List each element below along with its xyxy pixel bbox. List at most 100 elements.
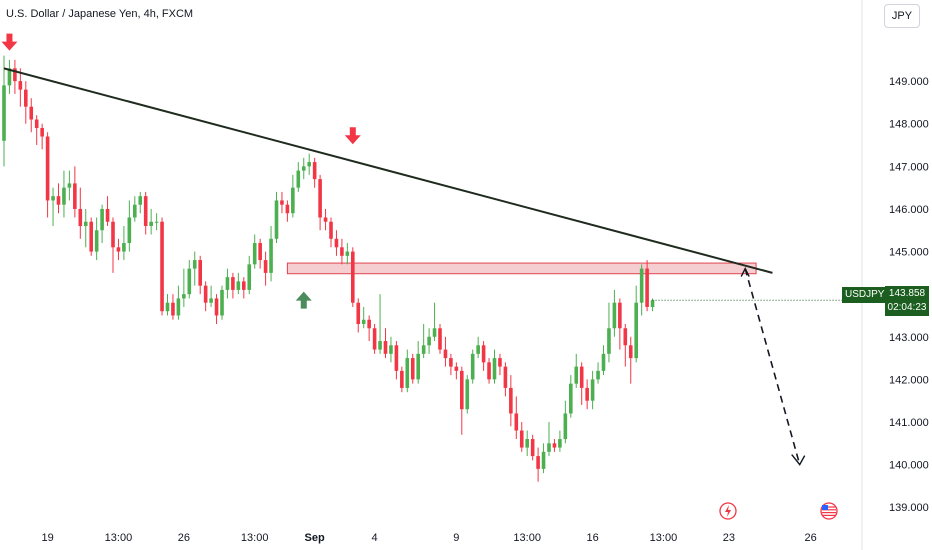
candle-body — [2, 85, 6, 141]
candle-body — [225, 277, 230, 290]
candles — [2, 55, 655, 482]
candle-body — [236, 281, 241, 290]
candle-body — [579, 366, 584, 388]
candle-body — [367, 319, 371, 329]
candle-body — [558, 439, 562, 448]
candle-body — [394, 345, 399, 371]
candle-body — [334, 238, 339, 248]
y-tick-label: 139.000 — [889, 502, 929, 514]
candle-body — [263, 260, 268, 273]
projection-start-arrowhead — [740, 267, 750, 277]
candle-body — [449, 358, 453, 367]
candle-body — [187, 268, 192, 295]
candle-body — [274, 200, 279, 239]
candle-body — [340, 247, 344, 256]
up-arrow-marker — [295, 291, 312, 309]
x-tick-label: 13:00 — [241, 532, 269, 544]
candle-body — [56, 196, 61, 205]
chart-title: U.S. Dollar / Japanese Yen, 4h, FXCM — [6, 8, 193, 20]
candle-body — [530, 439, 535, 457]
candle-body — [645, 268, 649, 307]
candle-body — [574, 366, 579, 384]
down-arrow-marker — [344, 127, 361, 145]
candle-body — [29, 106, 34, 120]
candle-body — [13, 68, 17, 82]
currency-button[interactable]: JPY — [884, 4, 920, 28]
candle-body — [612, 302, 617, 329]
candle-body — [67, 183, 72, 188]
y-tick-label: 148.000 — [889, 119, 929, 131]
x-tick-label: 16 — [586, 532, 598, 544]
candle-body — [203, 285, 208, 303]
x-tick-label: 13:00 — [105, 532, 133, 544]
candle-body — [536, 456, 540, 469]
bar-countdown: 02:04:23 — [887, 302, 927, 313]
candle-body — [470, 353, 475, 380]
candle-body — [323, 217, 328, 222]
candle-body — [601, 353, 606, 371]
candle-body — [176, 298, 181, 316]
x-tick-label: 26 — [178, 532, 190, 544]
candle-body — [269, 238, 273, 273]
candle-body — [34, 119, 39, 128]
candle-body — [143, 196, 148, 226]
candle-body — [280, 200, 284, 205]
candle-body — [432, 328, 437, 337]
candle-body — [389, 345, 393, 354]
candle-body — [356, 302, 361, 324]
candle-body — [623, 328, 628, 346]
candle-body — [122, 243, 126, 252]
candle-body — [460, 370, 464, 410]
candle-body — [634, 302, 638, 359]
candle-body — [405, 358, 410, 388]
candle-body — [105, 208, 110, 222]
candle-body — [400, 370, 404, 388]
x-tick-label: 13:00 — [650, 532, 678, 544]
candle-body — [83, 221, 88, 226]
candle-body — [487, 362, 491, 380]
candle-body — [73, 183, 77, 209]
candle-body — [62, 187, 66, 205]
x-tick-label: 13:00 — [513, 532, 541, 544]
candle-body — [383, 341, 388, 354]
candle-body — [116, 247, 121, 252]
candle-body — [421, 345, 426, 354]
x-tick-label: 4 — [372, 532, 378, 544]
candle-body — [160, 221, 164, 312]
candle-body — [100, 208, 104, 231]
y-tick-label: 141.000 — [889, 417, 929, 429]
candle-body — [361, 319, 366, 324]
candle-body — [301, 166, 306, 171]
candle-body — [416, 353, 420, 380]
y-tick-label: 145.000 — [889, 247, 929, 259]
candle-body — [247, 264, 252, 290]
candle-body — [258, 243, 262, 261]
down-arrow-marker — [1, 33, 18, 51]
candle-body — [569, 383, 573, 414]
candle-body — [345, 251, 350, 256]
candle-body — [165, 302, 170, 312]
candle-body — [171, 302, 175, 316]
last-price-value: 143.858 — [888, 288, 926, 299]
candle-body — [51, 196, 55, 201]
candle-body — [94, 230, 99, 252]
candle-body — [481, 345, 486, 363]
candle-body — [503, 366, 508, 388]
candle-body — [127, 217, 132, 244]
candle-body — [182, 294, 186, 299]
candle-body — [541, 451, 546, 469]
candle-body — [351, 251, 355, 303]
candle-body — [209, 298, 213, 303]
candle-body — [242, 281, 246, 290]
candle-body — [214, 298, 219, 316]
projection-arrowhead — [791, 454, 806, 466]
flash-event-icon[interactable] — [719, 502, 737, 520]
candle-body — [372, 328, 377, 350]
candle-body — [618, 302, 622, 329]
us-flag-event-icon[interactable] — [820, 502, 838, 520]
candle-body — [519, 430, 524, 448]
resistance-zone-box — [286, 262, 757, 275]
candle-body — [514, 413, 519, 431]
candle-body — [89, 221, 93, 252]
